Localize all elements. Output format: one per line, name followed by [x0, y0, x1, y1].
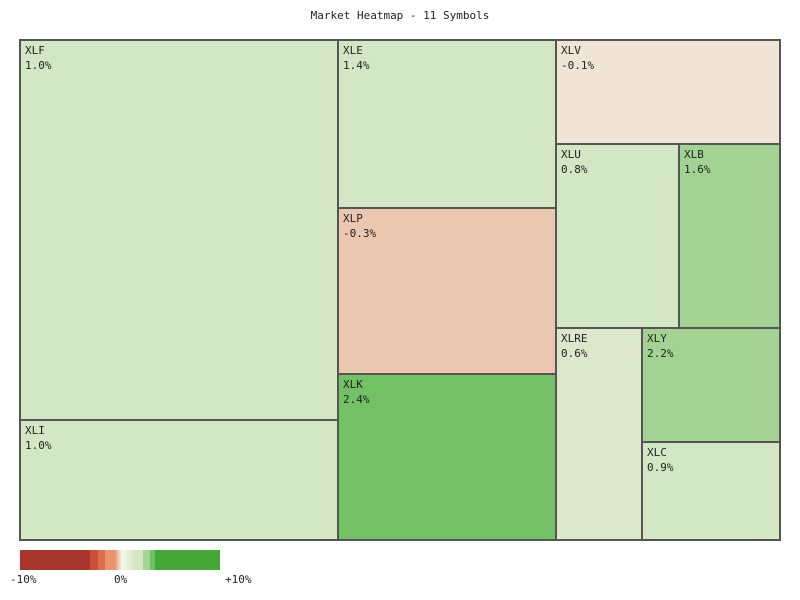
tile-change: 1.4% — [343, 59, 370, 72]
tile-change: 2.2% — [647, 347, 674, 360]
tile-change: 0.9% — [647, 461, 674, 474]
chart-title: Market Heatmap - 11 Symbols — [310, 9, 490, 22]
tile-xli: XLI 1.0% — [19, 419, 339, 541]
tile-xlv: XLV -0.1% — [555, 39, 781, 145]
legend-swatch — [143, 550, 150, 570]
legend-max-label: +10% — [225, 573, 252, 586]
tile-symbol: XLRE — [561, 332, 588, 345]
tile-xlc: XLC 0.9% — [641, 441, 781, 541]
legend-swatch — [150, 550, 155, 570]
tile-change: 1.6% — [684, 163, 711, 176]
tile-xlf: XLF 1.0% — [19, 39, 339, 421]
tile-change: -0.1% — [561, 59, 595, 72]
tile-symbol: XLK — [343, 378, 363, 391]
tile-symbol: XLE — [343, 44, 363, 57]
tile-symbol: XLB — [684, 148, 704, 161]
legend-swatch — [105, 550, 115, 570]
tile-symbol: XLV — [561, 44, 581, 57]
legend-swatch — [115, 550, 122, 570]
legend-min-label: -10% — [10, 573, 37, 586]
tile-symbol: XLU — [561, 148, 581, 161]
tile-xle: XLE 1.4% — [337, 39, 557, 209]
color-legend — [20, 550, 220, 570]
tile-xly: XLY 2.2% — [641, 327, 781, 443]
tile-symbol: XLI — [25, 424, 45, 437]
tile-xlre: XLRE 0.6% — [555, 327, 643, 541]
tile-xlb: XLB 1.6% — [678, 143, 781, 329]
tile-symbol: XLC — [647, 446, 667, 459]
tile-xlp: XLP -0.3% — [337, 207, 557, 375]
tile-symbol: XLP — [343, 212, 363, 225]
tile-xlk: XLK 2.4% — [337, 373, 557, 541]
tile-xlu: XLU 0.8% — [555, 143, 680, 329]
legend-mid-label: 0% — [114, 573, 128, 586]
legend-swatch — [155, 550, 220, 570]
legend-swatch — [90, 550, 98, 570]
tile-change: -0.3% — [343, 227, 377, 240]
tile-symbol: XLY — [647, 332, 667, 345]
tile-change: 2.4% — [343, 393, 370, 406]
tile-change: 0.8% — [561, 163, 588, 176]
legend-swatch — [20, 550, 90, 570]
legend-swatch — [135, 550, 143, 570]
tile-symbol: XLF — [25, 44, 45, 57]
tile-change: 1.0% — [25, 439, 52, 452]
tile-change: 0.6% — [561, 347, 588, 360]
legend-swatch — [98, 550, 105, 570]
tile-change: 1.0% — [25, 59, 52, 72]
legend-swatch — [122, 550, 135, 570]
